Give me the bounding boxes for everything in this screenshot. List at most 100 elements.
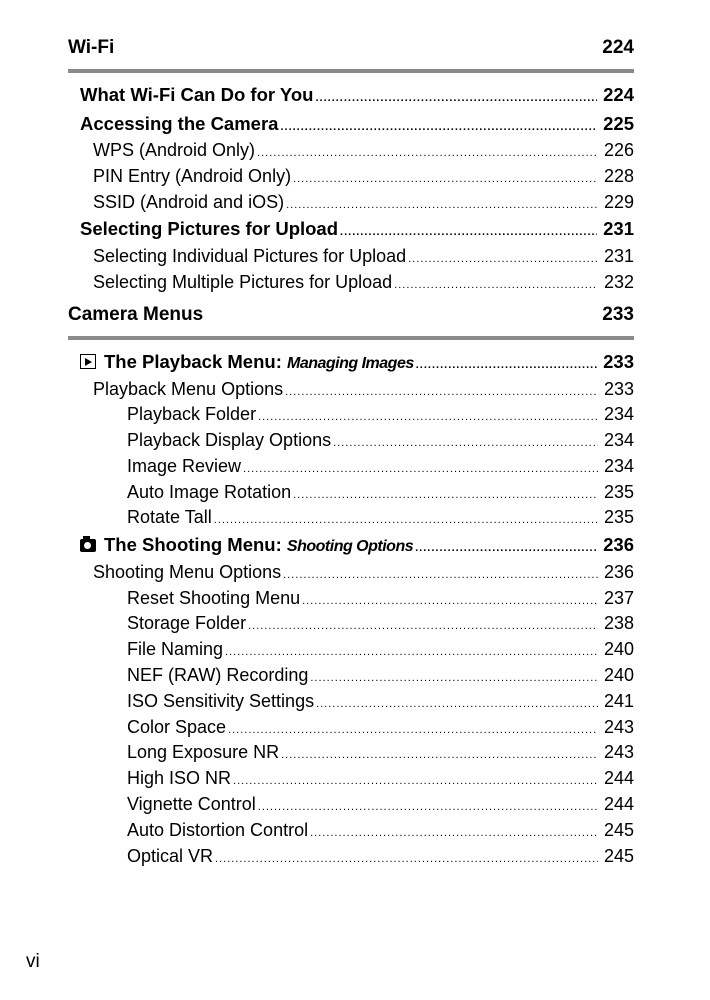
entry-page: 234 [603, 455, 634, 476]
entry-page: 236 [603, 561, 634, 582]
leader-dots [248, 614, 598, 640]
entry-title: What Wi-Fi Can Do for You [80, 84, 314, 105]
leader-dots [281, 743, 598, 769]
entry-page: 240 [603, 664, 634, 685]
toc-entry[interactable]: Auto Image Rotation 235 [68, 480, 634, 506]
entry-page: 237 [603, 587, 634, 608]
toc-entry[interactable]: Playback Menu Options 233 [68, 377, 634, 403]
entry-title: Selecting Pictures for Upload [80, 218, 339, 240]
toc-entry[interactable]: Vignette Control 244 [68, 792, 634, 818]
entry-page: 235 [603, 481, 634, 502]
section-title: Camera Menus [68, 304, 204, 325]
toc-entry[interactable]: NEF (RAW) Recording 240 [68, 663, 634, 689]
toc-entry[interactable]: Storage Folder 238 [68, 611, 634, 637]
entry-page: 235 [603, 507, 634, 528]
section-heading[interactable]: Camera Menus 233 [68, 302, 634, 328]
section-divider [68, 69, 634, 73]
camera-icon [80, 536, 96, 553]
leader-dots [228, 718, 598, 744]
toc-entry[interactable]: Long Exposure NR 243 [68, 740, 634, 766]
leader-dots [257, 141, 598, 167]
playback-icon [80, 354, 96, 369]
leader-dots [280, 113, 597, 142]
entry-title: Playback Display Options [127, 430, 332, 451]
leader-dots [310, 821, 598, 847]
leader-dots [243, 457, 598, 483]
section-divider [68, 336, 634, 340]
entry-page: 226 [603, 140, 634, 160]
entry-title: The Shooting Menu: [104, 534, 287, 556]
entry-page: 234 [603, 404, 634, 425]
toc-entry[interactable]: Optical VR 245 [68, 844, 634, 870]
leader-dots [394, 273, 598, 299]
toc-entry[interactable]: Rotate Tall 235 [68, 505, 634, 531]
entry-page: 225 [603, 112, 634, 134]
leader-dots [415, 534, 597, 563]
entry-title: Color Space [127, 716, 227, 737]
entry-title: Selecting Multiple Pictures for Upload [93, 271, 393, 292]
entry-title: ISO Sensitivity Settings [127, 690, 315, 711]
entry-page: 238 [603, 613, 634, 634]
entry-title: Optical VR [127, 845, 214, 866]
entry-page: 231 [603, 245, 634, 266]
toc-entry[interactable]: WPS (Android Only) 226 [68, 138, 634, 164]
leader-dots [233, 769, 598, 795]
section-heading[interactable]: Wi-Fi 224 [68, 35, 634, 61]
entry-subtitle: Shooting Options [286, 538, 414, 556]
toc-entry[interactable]: Selecting Multiple Pictures for Upload 23… [68, 270, 634, 296]
entry-page: 233 [603, 351, 634, 372]
entry-page: 244 [603, 768, 634, 789]
entry-page: 240 [603, 639, 634, 660]
entry-title: Selecting Individual Pictures for Upload [93, 245, 407, 266]
entry-title: Playback Folder [127, 404, 257, 425]
leader-dots [283, 563, 598, 589]
leader-dots [293, 483, 598, 509]
entry-page: 236 [603, 534, 634, 556]
toc-entry[interactable]: Playback Folder 234 [68, 402, 634, 428]
toc-entry[interactable]: What Wi-Fi Can Do for You 224 [68, 81, 634, 110]
leader-dots [340, 218, 597, 247]
page-number: vi [26, 951, 40, 972]
toc-entry[interactable]: ISO Sensitivity Settings 241 [68, 689, 634, 715]
toc-entry[interactable]: Reset Shooting Menu 237 [68, 586, 634, 612]
entry-title: Vignette Control [127, 793, 256, 814]
toc-entry[interactable]: Image Review 234 [68, 454, 634, 480]
entry-page: 233 [603, 378, 634, 399]
toc-entry[interactable]: Color Space 243 [68, 715, 634, 741]
toc-entry[interactable]: The Shooting Menu: Shooting Options 236 [68, 531, 634, 560]
entry-title: Shooting Menu Options [93, 561, 282, 582]
toc-entry[interactable]: Playback Display Options 234 [68, 428, 634, 454]
entry-title: Long Exposure NR [127, 742, 280, 763]
entry-page: 231 [603, 218, 634, 240]
leader-dots [302, 589, 598, 615]
entry-title: Auto Image Rotation [127, 481, 292, 502]
toc-entry[interactable]: High ISO NR 244 [68, 766, 634, 792]
toc-section-camera-menus: Camera Menus 233 The Playback Menu: Managi… [68, 302, 634, 869]
toc-entry[interactable]: Auto Distortion Control 245 [68, 818, 634, 844]
leader-dots [293, 167, 598, 193]
section-page: 224 [602, 37, 634, 58]
entry-page: 245 [603, 845, 634, 866]
entry-title: SSID (Android and iOS) [93, 191, 285, 212]
toc-entry[interactable]: SSID (Android and iOS) 229 [68, 190, 634, 216]
entry-title: Auto Distortion Control [127, 819, 309, 840]
toc-entry[interactable]: File Naming 240 [68, 637, 634, 663]
toc-entry[interactable]: Shooting Menu Options 236 [68, 560, 634, 586]
entry-page: 232 [603, 271, 634, 292]
section-title: Wi-Fi [68, 37, 115, 58]
leader-dots [333, 431, 598, 457]
entry-page: 245 [603, 819, 634, 840]
toc-entry[interactable]: PIN Entry (Android Only) 228 [68, 164, 634, 190]
toc-entry[interactable]: Selecting Pictures for Upload 231 [68, 215, 634, 244]
toc-entry[interactable]: Accessing the Camera 225 [68, 110, 634, 139]
entry-title: Image Review [127, 455, 242, 476]
entry-subtitle: Managing Images [287, 355, 414, 372]
entry-title: NEF (RAW) Recording [127, 664, 309, 685]
leader-dots [258, 795, 598, 821]
entry-title: File Naming [127, 639, 224, 660]
entry-page: 244 [603, 793, 634, 814]
toc-entry[interactable]: Selecting Individual Pictures for Upload… [68, 244, 634, 270]
entry-title: Storage Folder [127, 613, 247, 634]
toc-entry[interactable]: The Playback Menu: Managing Images 233 [68, 348, 634, 377]
